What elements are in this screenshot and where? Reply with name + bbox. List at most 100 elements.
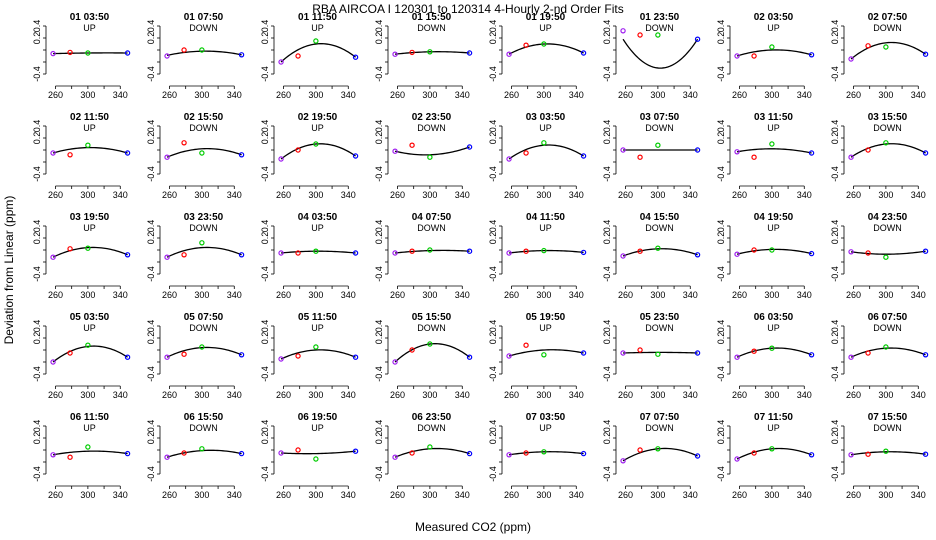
panel-direction-label: UP <box>83 323 96 333</box>
x-tick-label: 340 <box>227 90 242 100</box>
data-point <box>694 252 701 258</box>
data-point <box>238 252 245 258</box>
x-tick-label: 300 <box>650 390 665 400</box>
y-tick-label: 0.4 <box>716 20 726 33</box>
data-point <box>620 147 626 153</box>
y-tick-label: 0.2 <box>32 232 42 245</box>
data-point <box>392 51 398 57</box>
data-point <box>181 140 187 146</box>
y-tick-label: -0.4 <box>146 166 156 182</box>
x-tick-label: 340 <box>341 290 356 300</box>
x-tick-label: 340 <box>911 190 926 200</box>
fit-curve <box>850 250 926 255</box>
data-point <box>85 444 91 450</box>
x-tick-label: 300 <box>422 90 437 100</box>
x-tick-label: 300 <box>80 490 95 500</box>
x-tick-label: 260 <box>618 390 633 400</box>
x-tick-label: 340 <box>683 90 698 100</box>
x-tick-label: 340 <box>113 490 128 500</box>
fit-curve <box>508 144 584 160</box>
panel-direction-label: DOWN <box>417 23 446 33</box>
x-tick-label: 340 <box>227 490 242 500</box>
panel-direction-label: DOWN <box>189 323 218 333</box>
x-tick-label: 340 <box>797 190 812 200</box>
data-point <box>238 352 245 358</box>
y-tick-label: -0.4 <box>602 466 612 482</box>
data-point <box>734 354 740 360</box>
y-tick-label: 0.4 <box>374 220 384 233</box>
data-point <box>392 454 398 460</box>
data-point <box>313 38 319 44</box>
panel-direction-label: UP <box>311 323 324 333</box>
data-point <box>734 251 740 257</box>
y-tick-label: 0.2 <box>488 32 498 45</box>
data-point <box>466 50 473 56</box>
panel-label: 05 03:50 <box>70 312 110 323</box>
y-tick-label: 0.2 <box>488 432 498 445</box>
data-point <box>620 28 626 34</box>
x-tick-label: 300 <box>422 390 437 400</box>
y-tick-label: -0.4 <box>260 366 270 382</box>
x-tick-label: 300 <box>536 490 551 500</box>
data-point <box>427 247 433 253</box>
x-tick-label: 340 <box>569 190 584 200</box>
data-point <box>751 154 757 160</box>
data-point <box>541 140 547 146</box>
data-point <box>164 53 170 59</box>
x-tick-label: 300 <box>80 90 95 100</box>
y-tick-label: 0.4 <box>260 320 270 333</box>
data-point <box>392 148 398 154</box>
y-tick-label: 0.2 <box>602 232 612 245</box>
panel-label: 04 11:50 <box>526 212 565 223</box>
y-tick-label: 0.2 <box>32 332 42 345</box>
data-point <box>637 154 643 160</box>
y-tick-label: 0.4 <box>374 20 384 33</box>
y-tick-label: 0.4 <box>32 220 42 233</box>
y-tick-label: 0.4 <box>32 20 42 33</box>
data-point <box>734 53 740 59</box>
data-point <box>523 342 529 348</box>
y-tick-label: 0.2 <box>260 32 270 45</box>
panel-label: 02 23:50 <box>412 112 452 123</box>
data-point <box>427 49 433 55</box>
y-tick-label: 0.2 <box>602 32 612 45</box>
y-tick-label: 0.2 <box>716 232 726 245</box>
x-tick-label: 340 <box>113 390 128 400</box>
x-tick-label: 300 <box>80 190 95 200</box>
panel-direction-label: UP <box>539 423 552 433</box>
y-tick-label: 0.2 <box>374 132 384 145</box>
fit-curve <box>52 146 128 154</box>
y-tick-label: 0.2 <box>146 332 156 345</box>
panel-label: 05 19:50 <box>526 312 566 323</box>
x-tick-label: 260 <box>618 90 633 100</box>
panel-label: 06 23:50 <box>412 412 452 423</box>
data-point <box>295 353 301 359</box>
data-point <box>848 452 854 458</box>
x-tick-label: 260 <box>732 490 747 500</box>
x-tick-label: 340 <box>227 190 242 200</box>
y-tick-label: -0.4 <box>374 166 384 182</box>
data-point <box>922 352 929 358</box>
panel-direction-label: UP <box>311 423 324 433</box>
x-tick-label: 340 <box>683 390 698 400</box>
panel-direction-label: DOWN <box>645 123 674 133</box>
x-tick-label: 300 <box>422 490 437 500</box>
data-point <box>655 351 661 357</box>
data-point <box>278 59 284 65</box>
y-tick-label: 0.4 <box>602 220 612 233</box>
data-point <box>352 448 359 454</box>
fit-curve <box>52 450 128 456</box>
x-tick-label: 300 <box>422 290 437 300</box>
panel-label: 07 03:50 <box>526 412 566 423</box>
data-point <box>694 350 701 356</box>
x-tick-label: 260 <box>276 190 291 200</box>
data-point <box>580 450 587 457</box>
panel-label: 02 11:50 <box>70 112 109 123</box>
y-tick-label: 0.4 <box>146 120 156 133</box>
